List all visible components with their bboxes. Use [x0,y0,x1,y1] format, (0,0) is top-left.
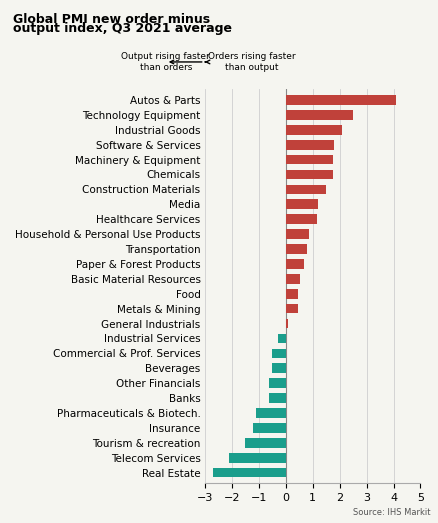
Bar [285,304,297,313]
Bar [285,244,307,254]
Bar [285,140,333,150]
Bar [272,348,285,358]
Bar [285,199,317,209]
Bar [285,229,308,239]
Bar [212,468,285,477]
Bar [277,334,285,343]
Bar [285,214,316,224]
Bar [253,423,285,433]
Text: Source: IHS Markit: Source: IHS Markit [352,508,429,517]
Bar [285,110,352,120]
Bar [244,438,285,448]
Text: Orders rising faster
than output: Orders rising faster than output [205,52,295,72]
Bar [285,95,396,105]
Text: Output rising faster
than orders: Output rising faster than orders [121,52,210,72]
Text: Global PMI new order minus: Global PMI new order minus [13,13,210,26]
Text: output index, Q3 2021 average: output index, Q3 2021 average [13,22,232,36]
Bar [269,378,285,388]
Bar [285,259,304,269]
Bar [255,408,285,418]
Bar [285,319,288,328]
Bar [285,125,342,134]
Bar [285,274,300,283]
Bar [269,393,285,403]
Bar [272,363,285,373]
Bar [229,453,285,462]
Bar [285,185,325,194]
Bar [285,155,332,164]
Bar [285,169,332,179]
Bar [285,289,297,299]
